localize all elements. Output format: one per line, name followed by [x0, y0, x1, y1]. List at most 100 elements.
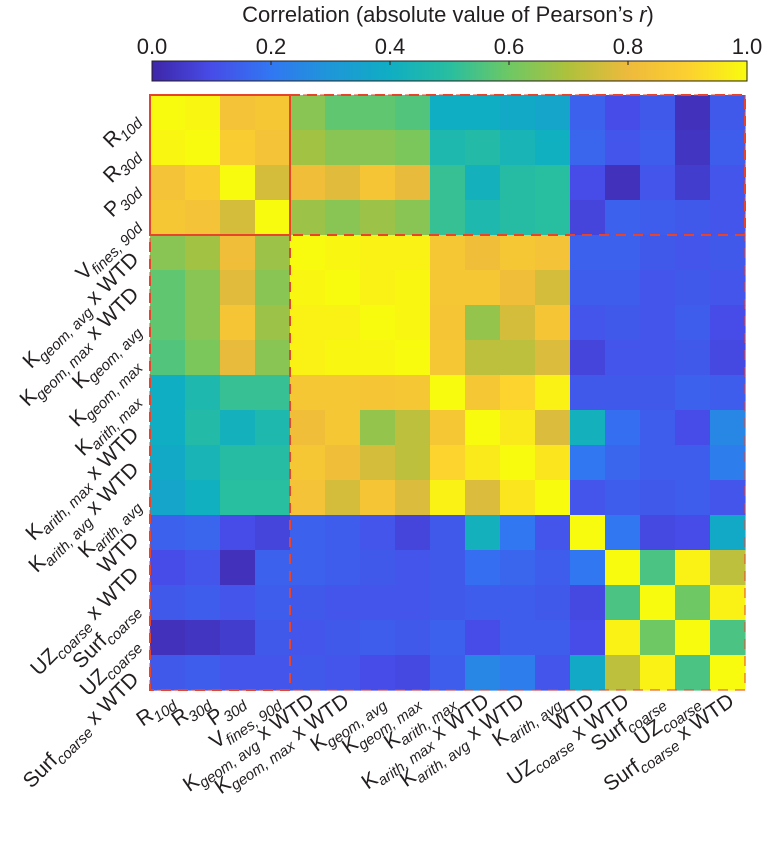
- block-outline-dashed: [289, 94, 746, 236]
- heatmap-cell: [640, 655, 676, 691]
- heatmap-cell: [220, 165, 256, 201]
- heatmap-cell: [640, 270, 676, 306]
- colorbar-tick-label: 0.6: [494, 34, 525, 59]
- heatmap-cell: [325, 340, 361, 376]
- heatmap-cell: [150, 95, 186, 131]
- heatmap-cell: [640, 340, 676, 376]
- heatmap-cell: [535, 340, 571, 376]
- heatmap-cell: [290, 375, 326, 411]
- heatmap-cell: [640, 585, 676, 621]
- block-outlines: [149, 94, 746, 691]
- heatmap-cell: [605, 305, 641, 341]
- heatmap-cell: [325, 585, 361, 621]
- heatmap-cell: [395, 480, 431, 516]
- heatmap-cell: [465, 480, 501, 516]
- heatmap-cell: [255, 165, 291, 201]
- heatmap-cell: [570, 550, 606, 586]
- heatmap-cell: [185, 165, 221, 201]
- heatmap-cell: [220, 515, 256, 551]
- heatmap-cell: [465, 585, 501, 621]
- heatmap-cell: [535, 200, 571, 236]
- heatmap-cell: [570, 200, 606, 236]
- heatmap-cell: [360, 655, 396, 691]
- heatmap-cell: [535, 130, 571, 166]
- heatmap-cell: [675, 480, 711, 516]
- heatmap-cell: [465, 445, 501, 481]
- heatmap-cell: [710, 165, 746, 201]
- heatmap-cell: [675, 445, 711, 481]
- heatmap-cell: [430, 305, 466, 341]
- colorbar: 0.0 0.2 0.4 0.6 0.8 1.0: [137, 34, 762, 82]
- heatmap-cell: [535, 235, 571, 271]
- heatmap-cell: [395, 235, 431, 271]
- heatmap-cell: [710, 200, 746, 236]
- heatmap-cell: [185, 375, 221, 411]
- heatmap-cell: [710, 585, 746, 621]
- y-label: P30d: [100, 177, 147, 224]
- heatmap-cell: [675, 515, 711, 551]
- heatmap-cell: [500, 585, 536, 621]
- heatmap-cell: [290, 445, 326, 481]
- heatmap-cell: [220, 270, 256, 306]
- heatmap-cell: [675, 95, 711, 131]
- heatmap-cell: [185, 410, 221, 446]
- heatmap-cell: [710, 515, 746, 551]
- heatmap-cell: [395, 130, 431, 166]
- heatmap-cell: [290, 235, 326, 271]
- heatmap-cell: [290, 95, 326, 131]
- heatmap-cell: [395, 445, 431, 481]
- heatmap-cell: [430, 620, 466, 656]
- heatmap-cell: [710, 340, 746, 376]
- heatmap-cell: [570, 130, 606, 166]
- heatmap-cell: [220, 480, 256, 516]
- heatmap-cell: [325, 305, 361, 341]
- heatmap-cell: [360, 165, 396, 201]
- heatmap-cell: [430, 655, 466, 691]
- heatmap-cell: [640, 445, 676, 481]
- heatmap-cell: [570, 95, 606, 131]
- heatmap-cell: [255, 585, 291, 621]
- heatmap-cell: [395, 270, 431, 306]
- heatmap-cell: [535, 515, 571, 551]
- heatmap-cell: [255, 305, 291, 341]
- heatmap-cell: [500, 410, 536, 446]
- heatmap-cell: [220, 375, 256, 411]
- heatmap-cell: [710, 270, 746, 306]
- heatmap-cell: [710, 655, 746, 691]
- heatmap-cell: [430, 445, 466, 481]
- heatmap-cell: [395, 550, 431, 586]
- heatmap-cell: [465, 165, 501, 201]
- colorbar-tick-label: 0.2: [256, 34, 287, 59]
- heatmap-cell: [605, 375, 641, 411]
- heatmap-cell: [710, 130, 746, 166]
- heatmap-cell: [605, 585, 641, 621]
- chart-title-part-2: ): [647, 2, 654, 27]
- heatmap-cell: [150, 340, 186, 376]
- heatmap-cell: [675, 130, 711, 166]
- heatmap-cell: [360, 620, 396, 656]
- heatmap-cell: [150, 235, 186, 271]
- heatmap-cell: [325, 410, 361, 446]
- heatmap-cell: [430, 375, 466, 411]
- heatmap-cell: [605, 235, 641, 271]
- heatmap-cell: [465, 95, 501, 131]
- heatmap-cell: [675, 200, 711, 236]
- heatmap-cell: [290, 480, 326, 516]
- heatmap-cell: [290, 410, 326, 446]
- heatmap-cell: [465, 620, 501, 656]
- heatmap-cell: [150, 165, 186, 201]
- heatmap-cell: [290, 585, 326, 621]
- heatmap-cell: [710, 480, 746, 516]
- heatmap-cell: [360, 235, 396, 271]
- heatmap-cell: [640, 550, 676, 586]
- heatmap-cells: [150, 95, 746, 691]
- heatmap-cell: [220, 445, 256, 481]
- heatmap-cell: [430, 340, 466, 376]
- heatmap-cell: [675, 340, 711, 376]
- heatmap-cell: [535, 550, 571, 586]
- heatmap-cell: [325, 375, 361, 411]
- heatmap-cell: [675, 655, 711, 691]
- heatmap-cell: [360, 200, 396, 236]
- heatmap-cell: [220, 200, 256, 236]
